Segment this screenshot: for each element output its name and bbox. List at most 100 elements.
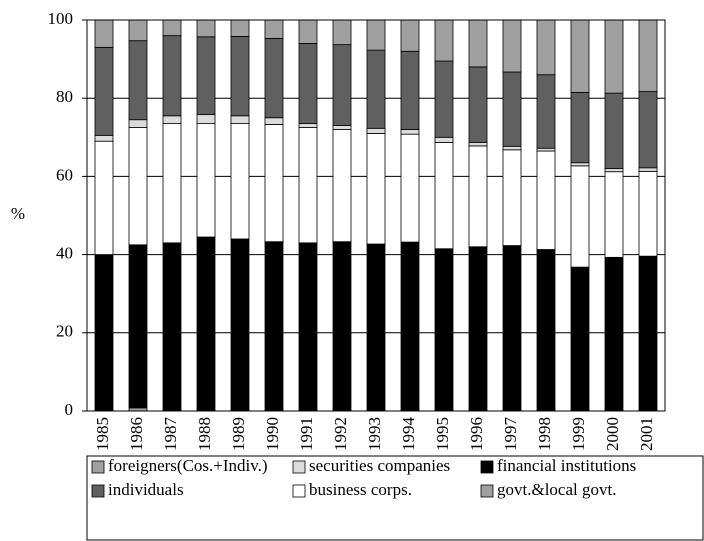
x-tick-label: 1998	[535, 417, 554, 451]
bar-segment	[502, 149, 522, 247]
bar-segment	[162, 123, 182, 244]
bar-segment	[196, 236, 216, 411]
plot-border	[86, 19, 666, 412]
legend-label: individuals	[108, 480, 184, 499]
bar-segment	[230, 115, 250, 125]
bar-segment	[638, 167, 658, 172]
bar-segment	[230, 19, 250, 37]
bar-segment	[162, 35, 182, 117]
legend-swatch	[91, 460, 105, 474]
bar-segment	[468, 66, 488, 143]
x-tick-label: 1989	[229, 417, 248, 451]
bar-segment	[230, 123, 250, 240]
bar-segment	[502, 71, 522, 147]
bar-segment	[196, 19, 216, 38]
legend-label: govt.&local govt.	[497, 480, 616, 499]
bar-segment	[604, 19, 624, 94]
bar-segment	[434, 248, 454, 411]
bar-segment	[366, 243, 386, 411]
bar-segment	[604, 171, 624, 258]
y-tick-label: 60	[56, 165, 73, 184]
x-tick-label: 1996	[467, 417, 486, 451]
x-tick-label: 1995	[433, 417, 452, 451]
x-tick-label: 1991	[297, 417, 316, 451]
y-tick-label: 0	[65, 400, 74, 419]
legend-label: securities companies	[309, 456, 450, 475]
bar-segment	[366, 49, 386, 129]
bar-segment	[536, 249, 556, 411]
bar-segment	[264, 19, 284, 39]
bar-segment	[298, 43, 318, 125]
x-tick-label: 2000	[603, 417, 622, 451]
bar-segment	[434, 141, 454, 250]
bar-segment	[536, 74, 556, 149]
bar-segment	[570, 91, 590, 164]
bar-segment	[128, 244, 148, 409]
bar-segment	[94, 254, 114, 411]
bar-segment	[400, 129, 420, 135]
bar-segment	[604, 256, 624, 411]
bar-segment	[570, 19, 590, 93]
bar-segment	[94, 46, 114, 136]
bar-segment	[332, 44, 352, 126]
bar-segment	[468, 19, 488, 68]
bar-segment	[264, 37, 284, 119]
legend-swatch	[292, 460, 306, 474]
legend-label: foreigners(Cos.+Indiv.)	[108, 456, 268, 475]
bar-segment	[570, 162, 590, 167]
bar-segment	[604, 168, 624, 173]
bar-segment	[502, 19, 522, 73]
bar-segment	[536, 150, 556, 250]
bar-segment	[230, 238, 250, 411]
bar-segment	[536, 19, 556, 76]
bar-segment	[570, 165, 590, 268]
bar-segment	[264, 241, 284, 411]
bar-segment	[400, 133, 420, 243]
legend-swatch	[292, 484, 306, 498]
x-tick-label: 1990	[263, 417, 282, 451]
bar-segment	[400, 50, 420, 130]
bar-segment	[468, 246, 488, 411]
x-tick-label: 1993	[365, 417, 384, 451]
y-tick-label: 80	[56, 87, 73, 106]
y-tick-label: 20	[56, 322, 73, 341]
bar-segment	[604, 92, 624, 169]
y-tick-label: 40	[56, 244, 73, 263]
bar-segment	[638, 19, 658, 92]
bar-segment	[638, 170, 658, 257]
bar-segment	[468, 145, 488, 248]
bar-segment	[196, 36, 216, 116]
bar-segment	[230, 36, 250, 117]
bar-segment	[128, 40, 148, 121]
bar-segment	[264, 117, 284, 125]
bar-segment	[366, 127, 386, 134]
bar-segment	[298, 242, 318, 411]
bar-segment	[162, 115, 182, 125]
bar-segment	[638, 91, 658, 169]
bar-segment	[570, 266, 590, 411]
bar-segment	[298, 123, 318, 128]
x-tick-label: 1994	[399, 417, 418, 452]
legend-label: financial institutions	[497, 456, 636, 475]
bar-segment	[468, 141, 488, 147]
bar-segment	[332, 19, 352, 46]
bar-segment	[366, 132, 386, 245]
bar-segment	[128, 19, 148, 42]
legend-label: business corps.	[309, 480, 412, 499]
x-tick-label: 1997	[501, 417, 520, 452]
bar-segment	[162, 242, 182, 411]
bar-segment	[162, 19, 182, 37]
legend-swatch	[480, 484, 494, 498]
legend-box	[86, 455, 704, 541]
x-tick-label: 1988	[195, 417, 214, 451]
y-axis-label: %	[11, 204, 25, 223]
bar-segment	[298, 19, 318, 44]
x-tick-label: 1999	[569, 417, 588, 451]
bar-segment	[366, 19, 386, 51]
bar-segment	[298, 127, 318, 244]
bar-segment	[196, 123, 216, 238]
legend-swatch	[480, 460, 494, 474]
bar-segment	[128, 119, 148, 128]
bar-segment	[400, 241, 420, 411]
